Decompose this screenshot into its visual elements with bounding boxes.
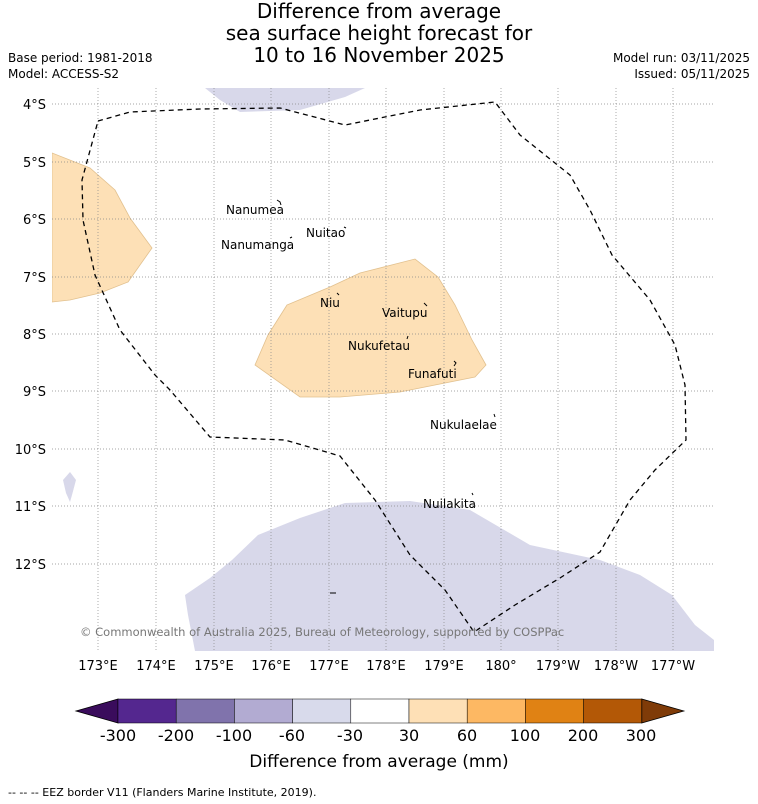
- island-label-funafuti: Funafuti: [408, 367, 457, 381]
- colorbar-cell: [408, 698, 468, 724]
- lat-label: 6°S: [23, 213, 46, 228]
- colorbar-tick: 30: [399, 726, 419, 745]
- meta-left: Base period: 1981-2018 Model: ACCESS-S2: [8, 50, 153, 82]
- title-line-1: Difference from average: [256, 0, 502, 23]
- island-label-nukulaelae: Nukulaelae: [430, 418, 497, 432]
- title-line-2: sea surface height forecast for: [225, 21, 533, 45]
- lat-label: 12°S: [15, 558, 46, 573]
- title-line-3: 10 to 16 November 2025: [253, 43, 505, 67]
- lat-label: 5°S: [23, 156, 46, 171]
- colorbar-cell: [292, 698, 352, 724]
- colorbar: -300 -200 -100 -60 -30 30 60 100 200 300…: [74, 698, 686, 772]
- lon-label: 179°E: [424, 659, 464, 674]
- colorbar-tick: -30: [337, 726, 363, 745]
- colorbar-tick: 300: [626, 726, 657, 745]
- lon-label: 174°E: [136, 659, 176, 674]
- colorbar-cell: [175, 698, 235, 724]
- island-label-vaitupu: Vaitupu: [382, 306, 428, 320]
- eez-legend-note: -- -- -- EEZ border V11 (Flanders Marine…: [8, 786, 317, 799]
- colorbar-extend-low: [74, 698, 119, 724]
- lat-label: 8°S: [23, 328, 46, 343]
- colorbar-tick: -100: [216, 726, 252, 745]
- lon-label: 177°W: [651, 659, 695, 674]
- map-figure: Nanumea Nuitao Nanumanga Niu Vaitupu Nuk…: [15, 88, 714, 772]
- positive-anomaly-west: [52, 152, 153, 303]
- colorbar-tick-labels: -300 -200 -100 -60 -30 30 60 100 200 300: [100, 726, 656, 745]
- island-label-nanumea: Nanumea: [226, 203, 284, 217]
- lat-label: 9°S: [23, 385, 46, 400]
- meta-right: Model run: 03/11/2025 Issued: 05/11/2025: [613, 50, 750, 82]
- model-name: Model: ACCESS-S2: [8, 67, 120, 81]
- lat-label: 11°S: [15, 500, 46, 515]
- colorbar-cell: [350, 698, 410, 724]
- lon-label: 175°E: [194, 659, 234, 674]
- island-labels: Nanumea Nuitao Nanumanga Niu Vaitupu Nuk…: [221, 203, 497, 511]
- latitude-labels: 4°S 5°S 6°S 7°S 8°S 9°S 10°S 11°S 12°S: [15, 98, 46, 573]
- island-label-nanumanga: Nanumanga: [221, 238, 294, 252]
- longitude-labels: 173°E 174°E 175°E 176°E 177°E 178°E 179°…: [78, 659, 695, 674]
- latitude-grid: [52, 103, 714, 565]
- lon-label: 177°E: [309, 659, 349, 674]
- lon-label: 178°E: [366, 659, 406, 674]
- colorbar-cell: [583, 698, 643, 724]
- colorbar-tick: 200: [568, 726, 599, 745]
- colorbar-extend-high: [641, 698, 686, 724]
- lon-label: 179°W: [536, 659, 580, 674]
- lat-label: 7°S: [23, 271, 46, 286]
- island-label-niu: Niu: [320, 296, 340, 310]
- lon-label: 176°E: [251, 659, 291, 674]
- negative-anomaly-south: [185, 501, 714, 651]
- colorbar-tick: -60: [279, 726, 305, 745]
- colorbar-label: Difference from average (mm): [249, 752, 508, 772]
- copyright-notice: © Commonwealth of Australia 2025, Bureau…: [80, 625, 564, 639]
- island-label-nuilakita: Nuilakita: [423, 497, 476, 511]
- longitude-grid: [97, 88, 674, 651]
- colorbar-cells: [74, 698, 686, 724]
- lon-label: 178°W: [594, 659, 638, 674]
- colorbar-cell: [525, 698, 584, 724]
- lon-label: 173°E: [78, 659, 118, 674]
- island-markers: [276, 199, 496, 594]
- map-plot-area: Nanumea Nuitao Nanumanga Niu Vaitupu Nuk…: [52, 88, 714, 651]
- positive-anomaly-central: [254, 258, 487, 398]
- colorbar-cell: [117, 698, 177, 724]
- negative-anomaly-north: [205, 88, 365, 112]
- issued-date: Issued: 05/11/2025: [634, 67, 750, 81]
- colorbar-tick: 60: [457, 726, 477, 745]
- model-run: Model run: 03/11/2025: [612, 51, 750, 65]
- eez-border: [81, 101, 687, 633]
- map-title: Difference from average sea surface heig…: [0, 0, 758, 66]
- lat-label: 10°S: [15, 443, 46, 458]
- negative-anomaly-small: [63, 472, 76, 502]
- colorbar-tick: -200: [158, 726, 194, 745]
- island-label-nuitao: Nuitao: [306, 226, 345, 240]
- island-label-nukufetau: Nukufetau: [348, 339, 410, 353]
- lon-label: 180°: [485, 659, 516, 674]
- colorbar-cell: [234, 698, 293, 724]
- colorbar-tick: 100: [510, 726, 541, 745]
- colorbar-tick: -300: [100, 726, 136, 745]
- lat-label: 4°S: [23, 98, 46, 113]
- colorbar-cell: [466, 698, 526, 724]
- base-period: Base period: 1981-2018: [8, 51, 153, 65]
